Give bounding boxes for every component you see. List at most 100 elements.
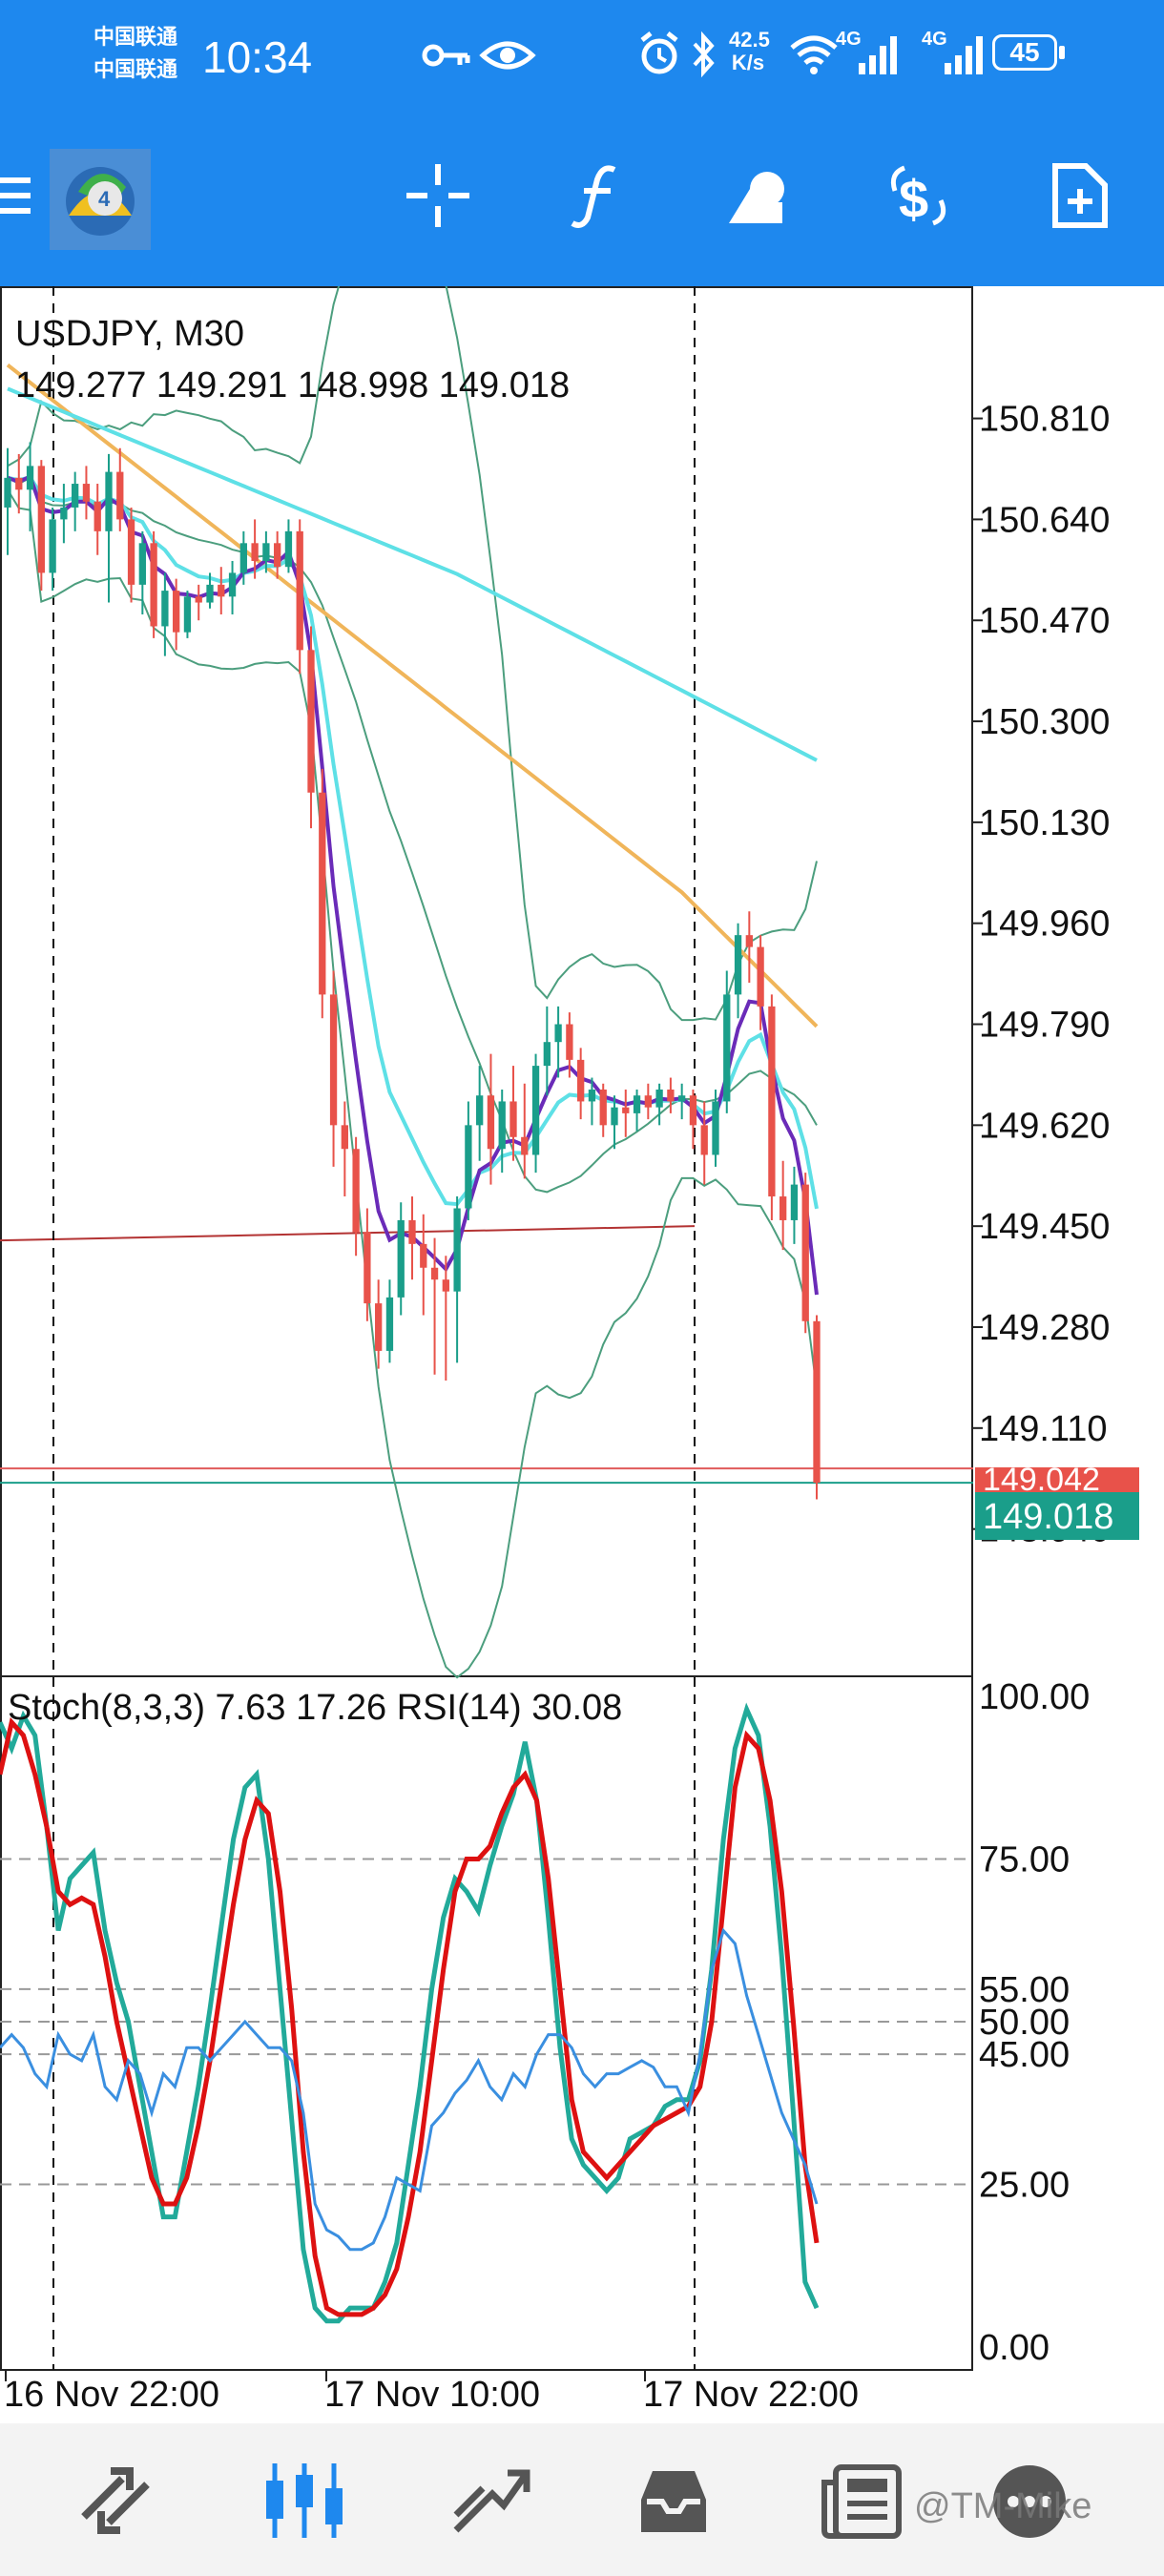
price-tick-label: 149.960 xyxy=(979,904,1110,945)
history-icon[interactable] xyxy=(634,2465,714,2538)
candle-body xyxy=(284,530,293,568)
status-bar: 中国联通 中国联通 10:34 42.5 K/s 4G 4G 45 xyxy=(0,0,1164,134)
candle-body xyxy=(734,935,742,995)
candle-body xyxy=(138,543,146,585)
objects-icon[interactable] xyxy=(725,162,792,229)
price-tick-label: 150.130 xyxy=(979,803,1110,843)
mt4-logo-icon[interactable]: 4 xyxy=(50,149,151,250)
candle-body xyxy=(183,596,192,633)
clock: 10:34 xyxy=(202,32,313,82)
price-tick-label: 150.640 xyxy=(979,500,1110,540)
candle-body xyxy=(274,543,281,568)
candle-body xyxy=(566,1024,573,1060)
osc-tick-label: 55.00 xyxy=(979,1970,1070,2010)
candle-body xyxy=(531,1066,540,1155)
current-price-label: 149.018 xyxy=(983,1497,1113,1537)
candle-body xyxy=(408,1219,416,1244)
battery-indicator: 45 xyxy=(992,34,1057,71)
price-tick-label: 149.450 xyxy=(979,1207,1110,1247)
candle-body xyxy=(239,543,247,573)
candle-body xyxy=(319,792,326,995)
candle-body xyxy=(251,543,259,561)
time-axis-label: 17 Nov 10:00 xyxy=(324,2375,540,2415)
signal-icon-2 xyxy=(945,36,983,74)
trend-line xyxy=(0,1225,696,1242)
chat-icon[interactable] xyxy=(988,2463,1070,2540)
candle-body xyxy=(127,519,135,585)
moving-average-cyan-long xyxy=(7,386,818,762)
candle-body xyxy=(779,1196,787,1220)
candle-body xyxy=(498,1101,506,1150)
signal-icon-1 xyxy=(859,36,897,74)
candle-body xyxy=(599,1090,607,1126)
candle-body xyxy=(26,466,34,490)
svg-text:4: 4 xyxy=(98,187,111,211)
news-icon[interactable] xyxy=(819,2463,904,2540)
bottom-nav xyxy=(0,2423,1164,2576)
osc-tick-label: 25.00 xyxy=(979,2166,1070,2206)
price-tick-label: 149.790 xyxy=(979,1006,1110,1046)
price-tick-label: 149.280 xyxy=(979,1308,1110,1348)
candles-group xyxy=(4,442,821,1500)
candle-body xyxy=(667,1090,675,1102)
candle-body xyxy=(678,1095,686,1102)
current-price-box xyxy=(975,1492,1139,1540)
candle-body xyxy=(611,1107,618,1126)
osc-tick-label: 45.00 xyxy=(979,2035,1070,2075)
candle-body xyxy=(420,1243,427,1268)
candle-body xyxy=(352,1149,360,1233)
candle-body xyxy=(218,584,225,597)
time-axis-label: 17 Nov 22:00 xyxy=(643,2375,859,2415)
new-order-icon[interactable] xyxy=(1048,162,1114,229)
price-tick-label: 149.620 xyxy=(979,1106,1110,1146)
candle-body xyxy=(385,1297,394,1351)
candle-body xyxy=(442,1279,449,1292)
menu-icon[interactable] xyxy=(0,174,34,221)
candle-body xyxy=(577,1059,585,1102)
candle-body xyxy=(509,1101,517,1137)
candle-body xyxy=(476,1095,484,1126)
ohlc-values: 149.277 149.291 148.998 149.018 xyxy=(15,365,570,405)
key-icon xyxy=(422,44,470,67)
main-price-grid xyxy=(0,286,973,2370)
signal-label-1: 4G xyxy=(836,29,862,50)
chart-icon[interactable] xyxy=(261,2460,347,2542)
candle-body xyxy=(296,530,303,651)
candle-body xyxy=(329,994,338,1126)
alarm-icon xyxy=(640,31,678,74)
chart-svg[interactable]: 150.810 150.640 150.470 150.300 150.130 149.9… xyxy=(0,161,1164,2423)
crosshair-icon[interactable] xyxy=(405,162,471,229)
toolbar xyxy=(0,134,1164,286)
chart-area[interactable]: 150.810 150.640 150.470 150.300 150.130 149.9… xyxy=(0,161,1164,2423)
eye-icon xyxy=(479,41,536,70)
candle-body xyxy=(521,1136,529,1155)
candle-body xyxy=(712,1101,719,1155)
candle-body xyxy=(723,994,731,1102)
candle-body xyxy=(116,471,124,520)
candle-body xyxy=(644,1095,652,1108)
rsi-line xyxy=(0,1927,819,2252)
net-speed: 42.5 K/s xyxy=(729,29,770,74)
candle-body xyxy=(768,1006,776,1197)
candle-body xyxy=(790,1184,799,1220)
indicator-header: Stoch(8,3,3) 7.63 17.26 RSI(14) 30.08 xyxy=(8,1688,622,1728)
candle-body xyxy=(543,1042,551,1067)
candle-body xyxy=(72,484,79,508)
trade-icon[interactable]: $ xyxy=(885,162,952,229)
candle-body xyxy=(700,1125,708,1155)
quotes-icon[interactable] xyxy=(76,2462,155,2540)
candle-body xyxy=(82,484,91,502)
candle-body xyxy=(554,1024,562,1043)
candle-body xyxy=(801,1184,809,1321)
candle-body xyxy=(228,572,237,597)
function-icon[interactable] xyxy=(565,162,632,229)
candle-body xyxy=(745,935,753,947)
trade-nav-icon[interactable] xyxy=(450,2463,532,2540)
candle-body xyxy=(364,1232,371,1304)
candle-body xyxy=(173,591,180,633)
battery-level: 45 xyxy=(1009,37,1040,67)
candle-body xyxy=(15,477,23,490)
osc-tick-label: 0.00 xyxy=(979,2328,1050,2368)
carrier-label-2: 中国联通 xyxy=(94,57,178,81)
price-tick-label: 150.470 xyxy=(979,601,1110,641)
